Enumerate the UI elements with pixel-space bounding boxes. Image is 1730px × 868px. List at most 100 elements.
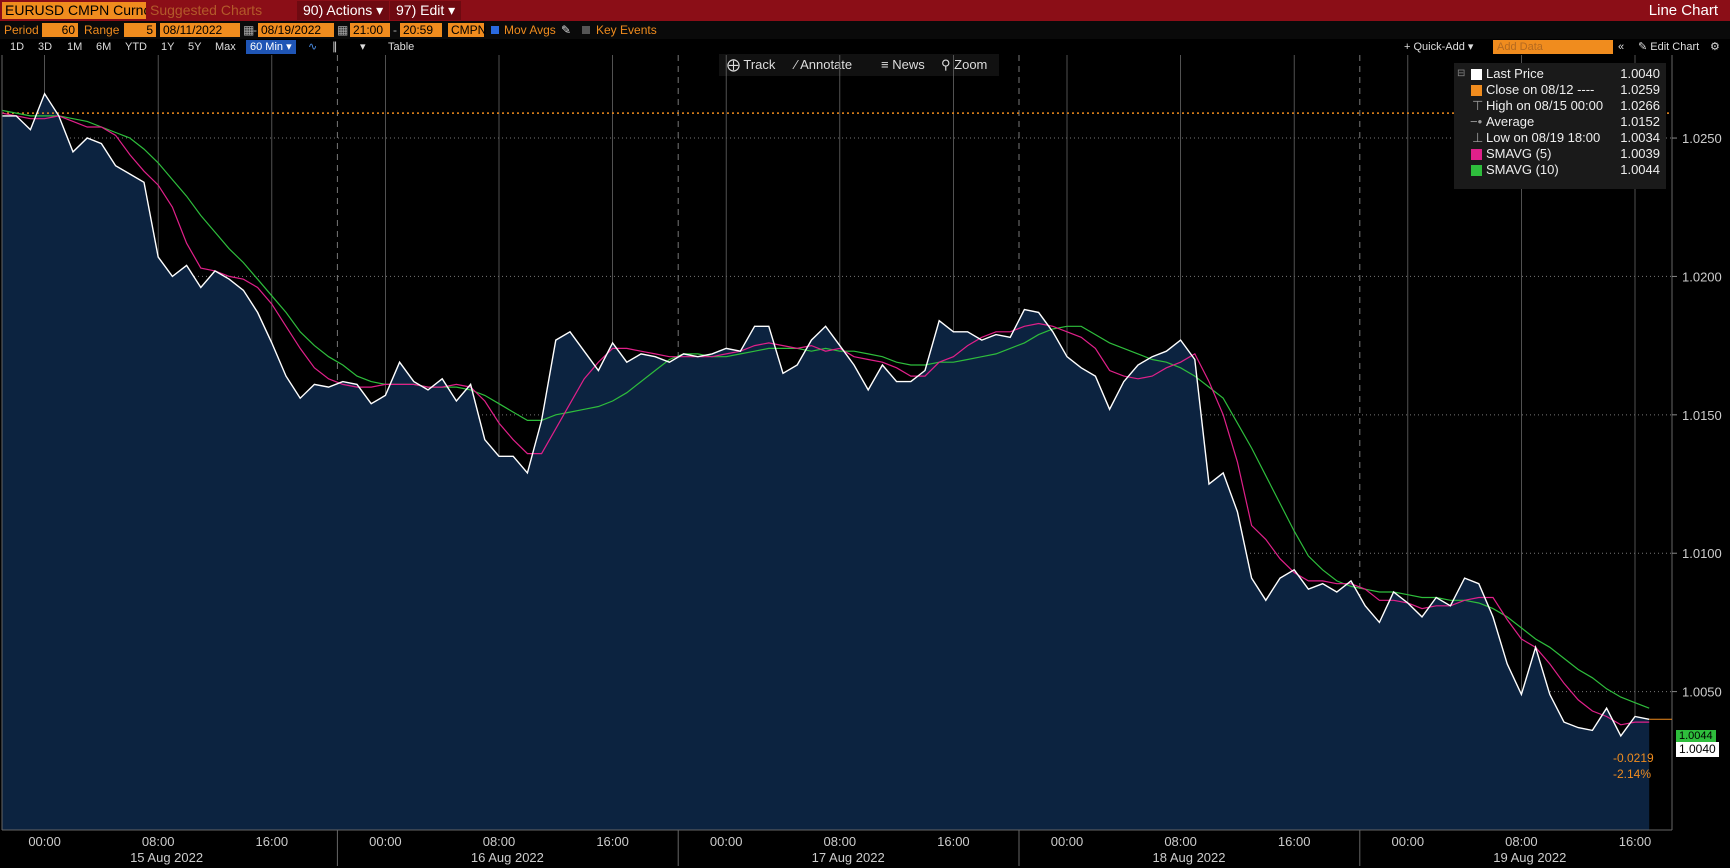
y-tick-label: 1.0250 — [1682, 131, 1722, 146]
legend-value: 1.0040 — [1620, 66, 1660, 81]
legend-name: Average — [1486, 114, 1535, 129]
chart-legend: ⊟ Last Price 1.0040 Close on 08/12 ---- 1.0… — [1454, 63, 1666, 189]
range-button-ytd[interactable]: YTD — [125, 41, 147, 53]
x-tick-label: 16:00 — [596, 834, 629, 849]
quick-add-button[interactable]: + Quick-Add ▾ — [1404, 41, 1474, 53]
legend-row[interactable]: SMAVG (5) 1.0039 — [1454, 146, 1666, 162]
suggested-charts-link[interactable]: Suggested Charts — [150, 2, 263, 18]
pen-icon: ⁄ — [795, 57, 798, 72]
legend-name: High on 08/15 00:00 — [1486, 98, 1604, 113]
y-tick-label: 1.0100 — [1682, 546, 1722, 561]
chevron-down-icon: ▾ — [448, 2, 456, 18]
mov-avgs-label: Mov Avgs — [504, 23, 556, 37]
legend-value: 1.0044 — [1620, 162, 1660, 177]
calendar-icon[interactable]: ▦ — [337, 23, 349, 37]
candlestick-icon[interactable]: ∥ — [332, 41, 338, 53]
source-field[interactable]: CMPN — [448, 23, 486, 37]
legend-row[interactable]: ⊟ Last Price 1.0040 — [1457, 66, 1660, 81]
change-percent: -2.14% — [1613, 767, 1652, 781]
key-events-checkbox[interactable] — [582, 26, 590, 34]
legend-row[interactable]: SMAVG (10) 1.0044 — [1454, 162, 1666, 178]
line-chart-icon[interactable]: ∿ — [308, 41, 318, 53]
y-axis: 1.0250 1.0200 1.0150 1.0100 1.0050 — [1672, 131, 1722, 700]
interval-dropdown[interactable]: 60 Min ▾ — [246, 40, 296, 54]
interval-dropdown-label: 60 Min — [250, 41, 284, 53]
actions-menu[interactable]: 90) Actions ▾ — [297, 1, 390, 20]
time-separator: - — [393, 23, 397, 37]
gear-icon[interactable]: ⚙ — [1710, 41, 1720, 53]
period-field[interactable]: 60 — [42, 23, 78, 37]
x-tick-label: 08:00 — [142, 834, 175, 849]
smavg10-line — [1, 109, 1650, 709]
range-count-field[interactable]: 5 — [124, 23, 156, 37]
legend-name: Last Price — [1486, 66, 1544, 81]
x-tick-label: 16:00 — [256, 834, 289, 849]
news-icon: ≡ — [881, 57, 889, 72]
legend-swatch — [1471, 69, 1482, 80]
legend-value: 1.0152 — [1620, 114, 1660, 129]
more-chart-types-icon[interactable]: ▾ — [360, 41, 366, 53]
x-date-label: 18 Aug 2022 — [1152, 850, 1225, 865]
legend-row[interactable]: −• Average 1.0152 — [1454, 114, 1666, 130]
x-date-label: 19 Aug 2022 — [1493, 850, 1566, 865]
date-separator: - — [253, 23, 257, 37]
actions-menu-label: 90) Actions — [303, 2, 373, 18]
legend-swatch — [1471, 85, 1482, 96]
x-tick-label: 16:00 — [1278, 834, 1311, 849]
period-label: Period — [4, 23, 39, 37]
range-button-3d[interactable]: 3D — [38, 41, 53, 53]
start-time-field[interactable]: 21:00 — [350, 23, 390, 37]
y-tick-label: 1.0050 — [1682, 685, 1722, 700]
legend-row[interactable]: ⊥ Low on 08/19 18:00 1.0034 — [1454, 130, 1666, 146]
magnifier-icon: ⚲ — [941, 57, 951, 72]
x-tick-label: 08:00 — [1505, 834, 1538, 849]
legend-name: SMAVG (5) — [1486, 146, 1552, 161]
range-button-1d[interactable]: 1D — [10, 41, 25, 53]
add-data-input[interactable]: Add Data — [1493, 40, 1613, 54]
legend-row[interactable]: Close on 08/12 ---- 1.0259 — [1454, 82, 1666, 98]
change-value: -0.0219 — [1613, 751, 1654, 765]
end-date-field[interactable]: 08/19/2022 — [258, 23, 334, 37]
calendar-icon[interactable]: ▦ — [243, 23, 255, 37]
legend-value: 1.0259 — [1620, 82, 1660, 97]
pencil-icon[interactable]: ✎ — [561, 23, 572, 37]
smavg10-axis-tag: 1.0044 — [1676, 730, 1716, 742]
x-tick-label: 00:00 — [710, 834, 743, 849]
x-tick-label: 00:00 — [369, 834, 402, 849]
range-button-6m[interactable]: 6M — [96, 41, 112, 53]
x-tick-label: 16:00 — [1619, 834, 1652, 849]
legend-row[interactable]: ⊤ High on 08/15 00:00 1.0266 — [1454, 98, 1666, 114]
news-tool[interactable]: ≡ News — [877, 54, 937, 76]
legend-swatch — [1471, 149, 1482, 160]
range-label: Range — [84, 23, 120, 37]
key-events-label: Key Events — [596, 23, 657, 37]
collapse-icon[interactable]: « — [1618, 41, 1625, 53]
annotate-tool[interactable]: ⁄ Annotate — [791, 54, 877, 76]
legend-value: 1.0039 — [1620, 146, 1660, 161]
edit-menu[interactable]: 97) Edit ▾ — [390, 1, 462, 20]
security-field[interactable]: EURUSD CMPN Curncy — [2, 2, 146, 19]
track-tool[interactable]: ⨁ Track — [719, 54, 799, 76]
range-button-5y[interactable]: 5Y — [188, 41, 202, 53]
last-price-line — [2, 92, 1650, 738]
range-button-max[interactable]: Max — [215, 41, 236, 53]
table-button[interactable]: Table — [388, 41, 415, 53]
legend-name: Close on 08/12 ---- — [1486, 82, 1595, 97]
average-marker-icon: −• — [1470, 114, 1483, 129]
pencil-icon: ✎ — [1638, 41, 1648, 53]
zoom-tool[interactable]: ⚲ Zoom — [937, 54, 999, 76]
y-tick-label: 1.0150 — [1682, 408, 1722, 423]
edit-chart-button[interactable]: ✎ Edit Chart — [1638, 39, 1699, 55]
x-tick-label: 00:00 — [1051, 834, 1084, 849]
news-tool-label: News — [892, 57, 925, 72]
chart-type-title: Line Chart — [1648, 2, 1718, 19]
range-button-1y[interactable]: 1Y — [161, 41, 175, 53]
end-time-field[interactable]: 20:59 — [400, 23, 442, 37]
settings-row: Period 60 Range 5 08/11/2022 ▦ - 08/19/2… — [0, 21, 1730, 39]
annotate-tool-label: Annotate — [800, 57, 853, 72]
mov-avgs-checkbox[interactable] — [491, 26, 499, 34]
x-tick-label: 08:00 — [483, 834, 516, 849]
start-date-field[interactable]: 08/11/2022 — [160, 23, 240, 37]
range-button-1m[interactable]: 1M — [67, 41, 83, 53]
